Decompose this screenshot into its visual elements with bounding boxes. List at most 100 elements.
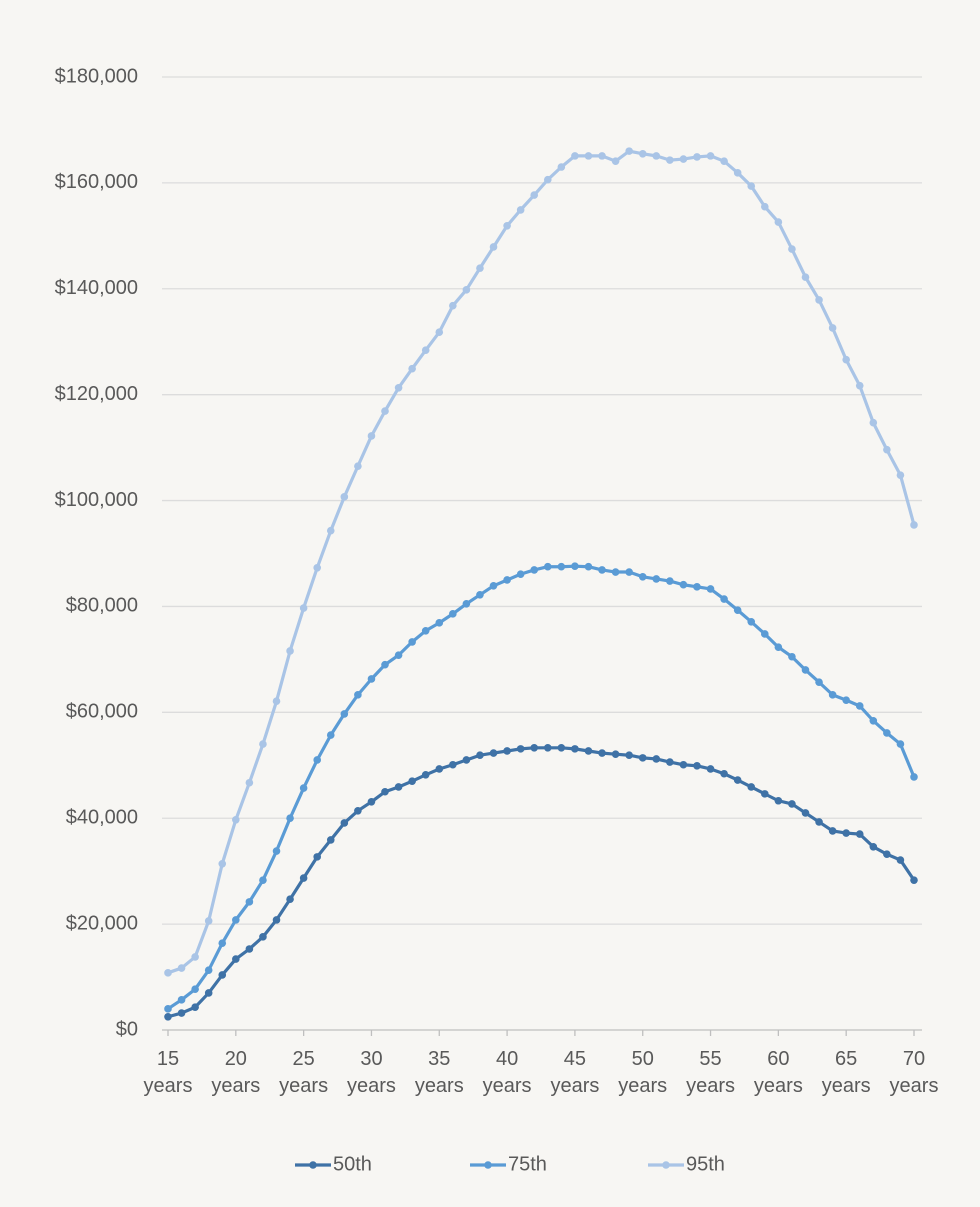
legend-label: 75th xyxy=(508,1153,547,1175)
data-point xyxy=(828,827,837,835)
data-point xyxy=(910,876,918,884)
y-tick-label: $120,000 xyxy=(55,383,138,405)
data-point xyxy=(896,740,905,748)
data-point xyxy=(259,933,267,941)
data-point xyxy=(788,800,796,808)
data-point xyxy=(598,566,606,574)
data-point xyxy=(679,155,688,163)
data-point xyxy=(679,580,688,589)
data-point xyxy=(462,286,471,294)
data-point xyxy=(910,521,918,529)
x-tick-label-box: 15 years xyxy=(143,1048,193,1097)
data-point xyxy=(476,751,484,760)
data-point xyxy=(801,809,810,817)
data-point xyxy=(286,814,294,823)
data-point xyxy=(557,562,566,571)
data-point xyxy=(761,630,769,638)
y-tick-label: $0 xyxy=(116,1018,138,1040)
data-point xyxy=(516,570,525,578)
data-point xyxy=(272,697,281,706)
x-tick-label: 65 years xyxy=(821,1048,871,1097)
data-point xyxy=(666,577,674,585)
x-tick-label-box: 50 years xyxy=(618,1048,667,1097)
data-point xyxy=(747,617,756,626)
data-point xyxy=(272,847,281,855)
data-point xyxy=(516,206,525,214)
data-point xyxy=(489,243,498,251)
data-point xyxy=(571,745,579,753)
data-point xyxy=(883,729,891,737)
data-point xyxy=(394,651,403,659)
data-point xyxy=(896,471,905,479)
data-point xyxy=(503,747,511,755)
data-point xyxy=(381,407,389,415)
data-point xyxy=(367,675,376,683)
data-point xyxy=(326,836,335,844)
data-point xyxy=(815,296,823,304)
data-point xyxy=(801,273,810,281)
data-point xyxy=(232,955,240,963)
data-point xyxy=(408,364,416,373)
x-tick-label: 40 years xyxy=(482,1048,532,1097)
data-point xyxy=(381,660,389,669)
x-tick-label-box: 60 years xyxy=(754,1048,803,1097)
data-point xyxy=(543,175,552,184)
data-point xyxy=(855,381,864,390)
legend-item: 75th xyxy=(470,1153,547,1175)
series-line xyxy=(167,746,916,1019)
data-point xyxy=(720,157,728,165)
data-point xyxy=(462,756,471,764)
data-point xyxy=(828,691,837,699)
data-point xyxy=(367,432,376,440)
data-point xyxy=(638,572,647,581)
data-point xyxy=(299,874,308,882)
data-point xyxy=(516,745,525,753)
data-point xyxy=(666,758,674,766)
data-point xyxy=(761,790,769,798)
data-point xyxy=(421,346,430,354)
x-tick-label: 55 years xyxy=(686,1048,735,1097)
data-point xyxy=(815,818,823,826)
data-point xyxy=(421,771,430,779)
data-point xyxy=(652,755,661,763)
x-tick-label-box: 35 years xyxy=(415,1048,464,1097)
data-point xyxy=(191,985,199,994)
data-point xyxy=(815,678,823,686)
data-point xyxy=(204,917,213,925)
data-point xyxy=(204,989,213,997)
legend-item: 95th xyxy=(648,1153,725,1175)
data-point xyxy=(245,898,254,906)
data-point xyxy=(381,787,389,796)
data-point xyxy=(367,798,376,806)
data-point xyxy=(842,696,850,704)
data-point xyxy=(774,643,783,652)
x-tick-label-box: 55 years xyxy=(686,1048,735,1097)
data-point xyxy=(720,769,728,778)
legend-marker xyxy=(662,1161,670,1169)
data-point xyxy=(584,152,593,160)
data-point xyxy=(191,953,199,961)
x-tick-label: 15 years xyxy=(143,1048,193,1097)
legend-label: 50th xyxy=(333,1153,372,1175)
x-tick-label: 20 years xyxy=(211,1048,261,1097)
y-tick-label: $60,000 xyxy=(66,701,138,723)
data-point xyxy=(679,760,688,769)
data-point xyxy=(530,744,539,752)
data-point xyxy=(706,585,715,593)
data-point xyxy=(611,568,620,576)
x-tick-label-box: 40 years xyxy=(482,1048,532,1097)
y-tick-label: $40,000 xyxy=(66,807,138,829)
data-point xyxy=(313,853,322,861)
data-point xyxy=(706,765,715,773)
x-tick-label: 70 years xyxy=(889,1048,939,1097)
data-point xyxy=(299,784,308,792)
y-tick-label: $20,000 xyxy=(66,912,138,934)
data-point xyxy=(435,765,444,773)
data-point xyxy=(842,829,850,837)
x-tick-label-box: 65 years xyxy=(821,1048,871,1097)
data-point xyxy=(421,626,430,635)
data-point xyxy=(869,717,878,725)
data-point xyxy=(286,647,294,655)
data-point xyxy=(232,816,240,824)
